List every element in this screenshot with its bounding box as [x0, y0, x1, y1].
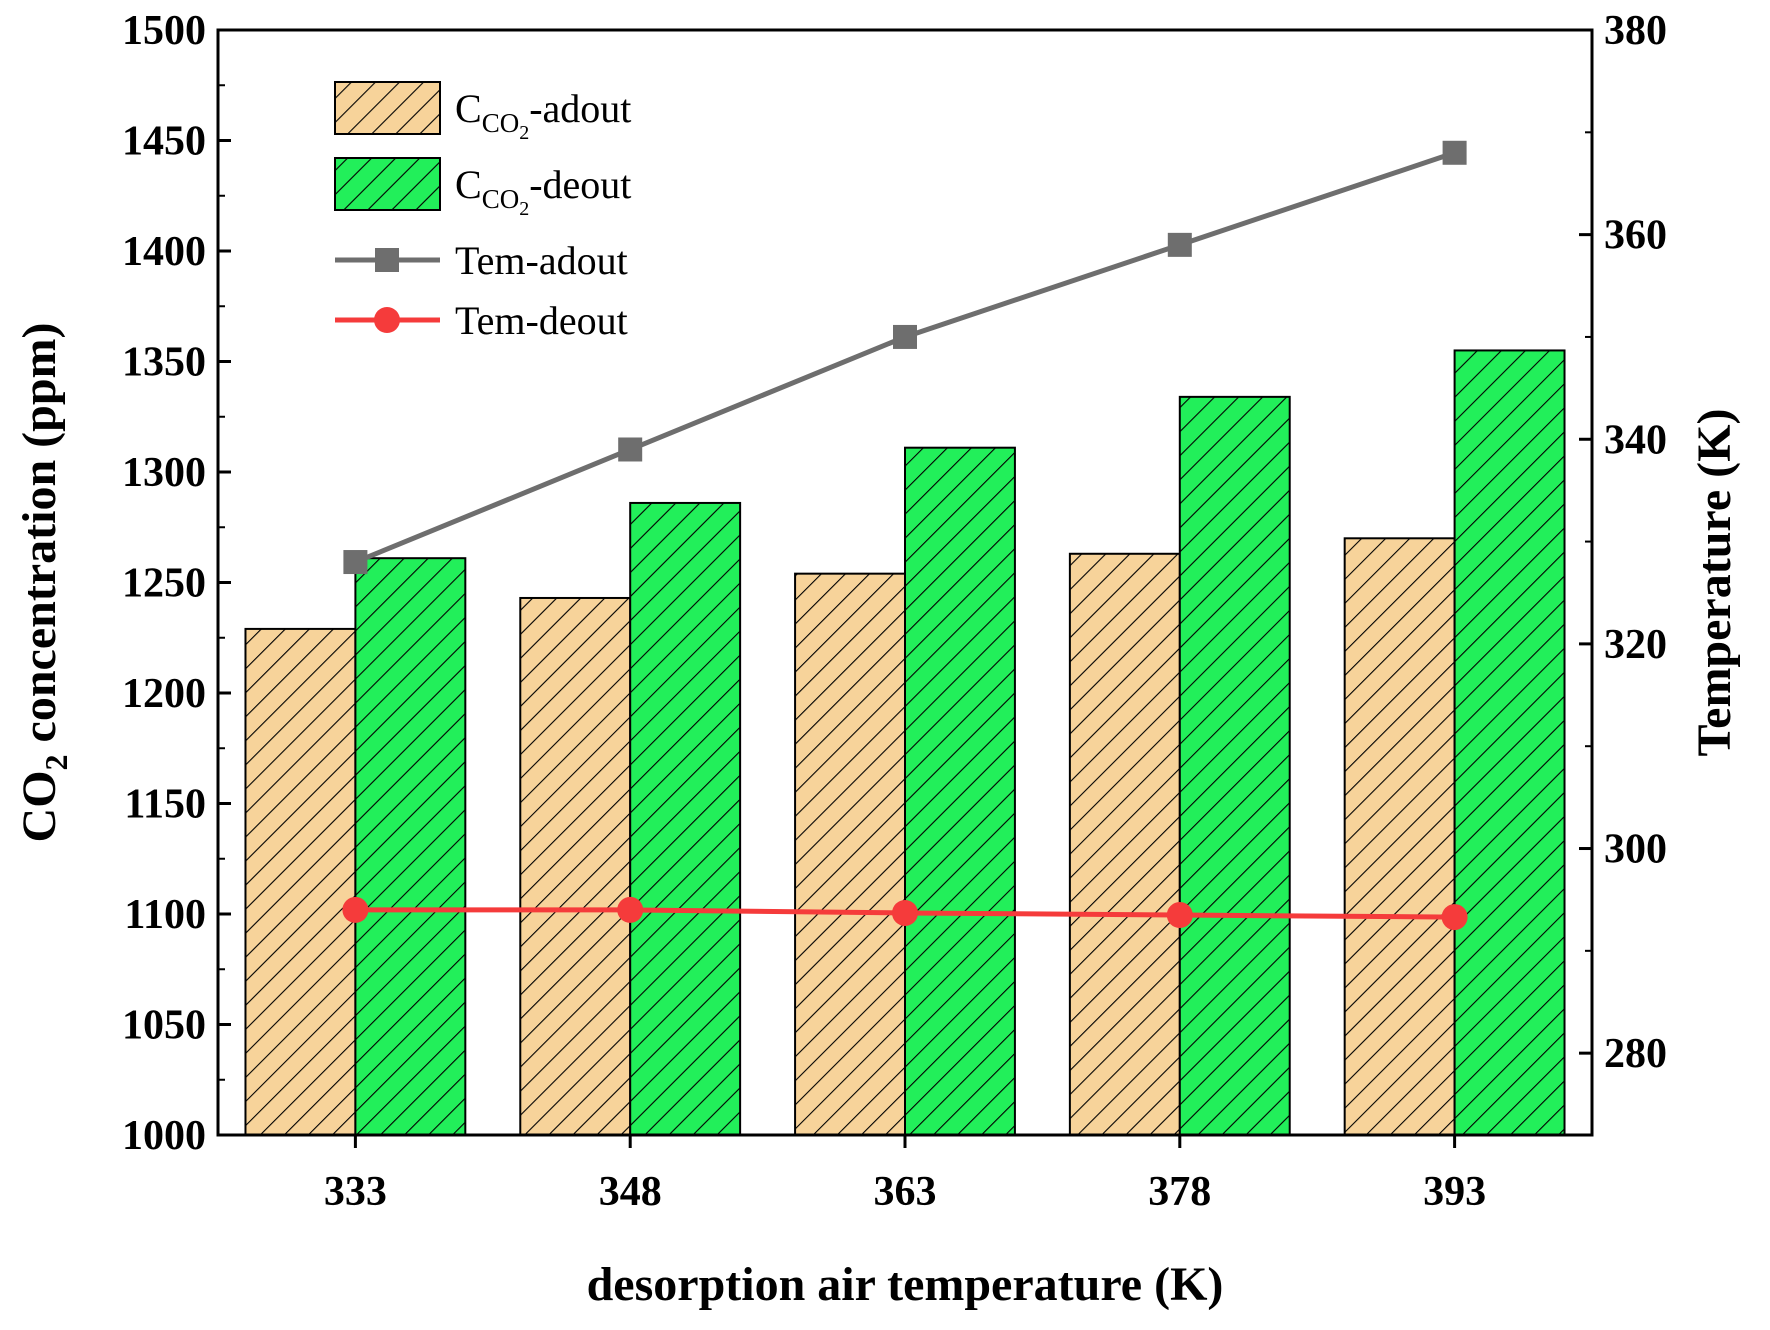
legend-label-tem-adout: Tem-adout	[455, 238, 628, 283]
point-tem-deout-333	[342, 896, 369, 923]
y-tick-label-1300: 1300	[122, 450, 206, 496]
legend-marker-tem-adout	[375, 248, 399, 272]
lines-layer	[342, 140, 1468, 931]
point-tem-deout-393	[1441, 904, 1468, 931]
x-axis-title: desorption air temperature (K)	[587, 1258, 1224, 1311]
point-tem-deout-348	[617, 896, 644, 923]
y-tick-label-1100: 1100	[124, 892, 206, 938]
x-tick-label-363: 363	[874, 1169, 937, 1215]
bar-adout-378	[1068, 552, 1181, 1136]
point-tem-adout-393	[1442, 140, 1467, 165]
bar-adout-393	[1343, 537, 1456, 1136]
y-tick-label-1000: 1000	[122, 1113, 206, 1159]
bar-adout-348	[519, 596, 632, 1136]
y2-tick-label-340: 340	[1604, 417, 1667, 463]
point-tem-deout-378	[1166, 902, 1193, 929]
y-axis-title-pre: CO	[13, 770, 66, 842]
bar-deout-333	[354, 557, 467, 1136]
y-axis-title: CO2 concentration (ppm)	[13, 323, 74, 843]
y-axis-title-sub: 2	[38, 754, 74, 770]
y2-tick-label-360: 360	[1604, 213, 1667, 259]
y-tick-label-1250: 1250	[122, 561, 206, 607]
legend-label-deout: CCO2-deout	[455, 162, 631, 220]
point-tem-deout-363	[892, 899, 918, 926]
x-tick-label-378: 378	[1148, 1169, 1211, 1215]
legend: CCO2-adout CCO2-deout Tem-adout Tem-deout	[334, 81, 631, 343]
y-tick-label-1450: 1450	[122, 119, 206, 165]
bar-adout-363	[794, 572, 907, 1136]
x-tick-label-348: 348	[599, 1169, 662, 1215]
y2-tick-label-320: 320	[1604, 622, 1667, 668]
bar-deout-348	[629, 501, 742, 1136]
point-tem-adout-378	[1167, 232, 1192, 257]
bar-adout-333	[244, 627, 357, 1136]
y-tick-label-1350: 1350	[122, 340, 206, 386]
y-tick-label-1400: 1400	[122, 229, 206, 275]
y-tick-label-1500: 1500	[122, 8, 206, 54]
axis-titles: desorption air temperature (K) CO2 concen…	[13, 323, 1741, 1311]
point-tem-adout-348	[618, 437, 643, 462]
legend-swatch-adout	[334, 81, 441, 135]
bar-deout-363	[904, 446, 1016, 1136]
point-tem-adout-333	[343, 550, 368, 575]
y2-tick-label-280: 280	[1604, 1031, 1667, 1077]
y-axis-title-post: concentration (ppm)	[13, 323, 66, 755]
y2-tick-label-380: 380	[1604, 8, 1667, 54]
legend-label-adout: CCO2-adout	[455, 86, 631, 144]
y-tick-label-1200: 1200	[122, 671, 206, 717]
bar-deout-393	[1453, 349, 1566, 1136]
legend-swatch-deout	[334, 157, 441, 211]
y2-tick-label-300: 300	[1604, 827, 1667, 873]
point-tem-adout-363	[893, 324, 917, 349]
y-tick-label-1050: 1050	[122, 1003, 206, 1049]
bar-deout-378	[1178, 395, 1291, 1136]
y-tick-label-1150: 1150	[124, 782, 206, 828]
bars-layer	[244, 349, 1566, 1136]
x-tick-label-393: 393	[1423, 1169, 1486, 1215]
legend-marker-tem-deout	[374, 307, 400, 333]
axes-layer: 1000 1050 1100 1150 1200 1250 1300 1350 1400 1450…	[122, 8, 1667, 1215]
x-tick-label-333: 333	[324, 1169, 387, 1215]
legend-label-tem-deout: Tem-deout	[455, 298, 628, 343]
y2-axis-title: Temperature (K)	[1688, 409, 1741, 757]
